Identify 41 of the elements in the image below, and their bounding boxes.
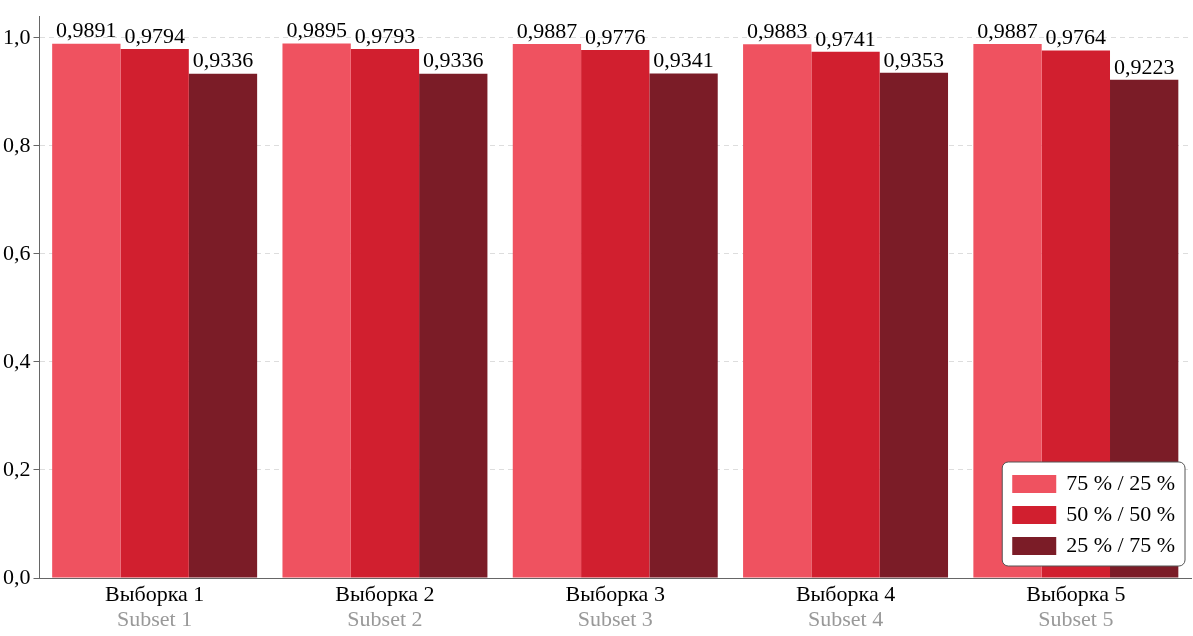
- bar: [282, 43, 351, 578]
- data-label: 0,9887: [516, 17, 578, 43]
- y-tick-label: 0,0: [3, 563, 31, 589]
- data-label: 0,9223: [1113, 53, 1175, 79]
- bar: [52, 43, 121, 578]
- data-label: 0,9776: [585, 23, 646, 49]
- bar: [811, 51, 880, 578]
- bar: [879, 72, 949, 578]
- data-label: 0,9883: [746, 17, 808, 43]
- bar: [649, 73, 718, 578]
- data-label: 0,9891: [56, 17, 117, 43]
- x-tick-label: Выборка 3 Subset 3: [565, 580, 665, 631]
- data-label: 0,9764: [1045, 24, 1107, 50]
- bar: [743, 44, 812, 578]
- bar: [350, 48, 420, 578]
- data-label: 0,9895: [286, 17, 347, 43]
- legend-label: 50 % / 50 %: [1066, 500, 1175, 526]
- data-label: 0,9353: [883, 46, 945, 72]
- y-tick-label: 1,0: [3, 23, 31, 49]
- data-label: 0,9336: [423, 47, 484, 73]
- bar: [419, 73, 488, 578]
- y-tick-label: 0,2: [3, 455, 31, 481]
- x-tick-label: Выборка 4 Subset 4: [795, 580, 896, 631]
- bar: [581, 49, 650, 578]
- data-label: 0,9336: [192, 47, 254, 73]
- x-tick-label: Выборка 1 Subset 1: [105, 580, 205, 631]
- legend-label: 75 % / 25 %: [1066, 469, 1175, 495]
- y-tick-label: 0,6: [3, 239, 31, 265]
- data-label: 0,9341: [653, 47, 714, 73]
- bar: [120, 48, 189, 578]
- data-label: 0,9794: [124, 22, 185, 48]
- data-label: 0,9887: [977, 17, 1038, 43]
- x-tick-label: Выборка 5 Subset 5: [1026, 580, 1126, 631]
- bar: [188, 73, 258, 578]
- x-tick-label: Выборка 2 Subset 2: [335, 580, 435, 631]
- data-label: 0,9741: [815, 25, 876, 51]
- y-tick-label: 0,8: [3, 131, 31, 157]
- bar: [512, 43, 582, 578]
- data-label: 0,9793: [354, 22, 416, 48]
- legend-label: 25 % / 75 %: [1066, 531, 1175, 557]
- y-tick-label: 0,4: [3, 347, 31, 373]
